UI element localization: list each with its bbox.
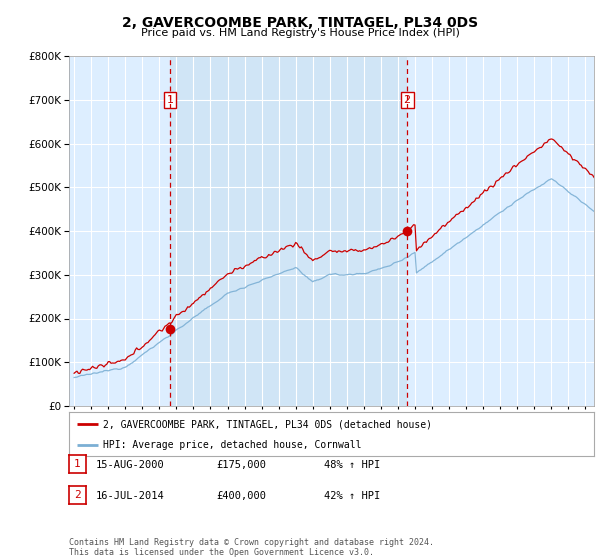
Bar — [170, 56, 407, 406]
Text: 2, GAVERCOOMBE PARK, TINTAGEL, PL34 0DS (detached house): 2, GAVERCOOMBE PARK, TINTAGEL, PL34 0DS … — [103, 419, 432, 429]
Text: 16-JUL-2014: 16-JUL-2014 — [96, 491, 165, 501]
Text: Contains HM Land Registry data © Crown copyright and database right 2024.
This d: Contains HM Land Registry data © Crown c… — [69, 538, 434, 557]
Text: 2, GAVERCOOMBE PARK, TINTAGEL, PL34 0DS: 2, GAVERCOOMBE PARK, TINTAGEL, PL34 0DS — [122, 16, 478, 30]
Text: 2: 2 — [404, 95, 411, 105]
Text: 48% ↑ HPI: 48% ↑ HPI — [324, 460, 380, 470]
Text: Price paid vs. HM Land Registry's House Price Index (HPI): Price paid vs. HM Land Registry's House … — [140, 28, 460, 38]
Text: 2: 2 — [74, 490, 81, 500]
Text: £175,000: £175,000 — [216, 460, 266, 470]
Text: 1: 1 — [74, 459, 81, 469]
Text: 1: 1 — [166, 95, 173, 105]
Text: £400,000: £400,000 — [216, 491, 266, 501]
Text: 42% ↑ HPI: 42% ↑ HPI — [324, 491, 380, 501]
Text: HPI: Average price, detached house, Cornwall: HPI: Average price, detached house, Corn… — [103, 440, 362, 450]
Text: 15-AUG-2000: 15-AUG-2000 — [96, 460, 165, 470]
